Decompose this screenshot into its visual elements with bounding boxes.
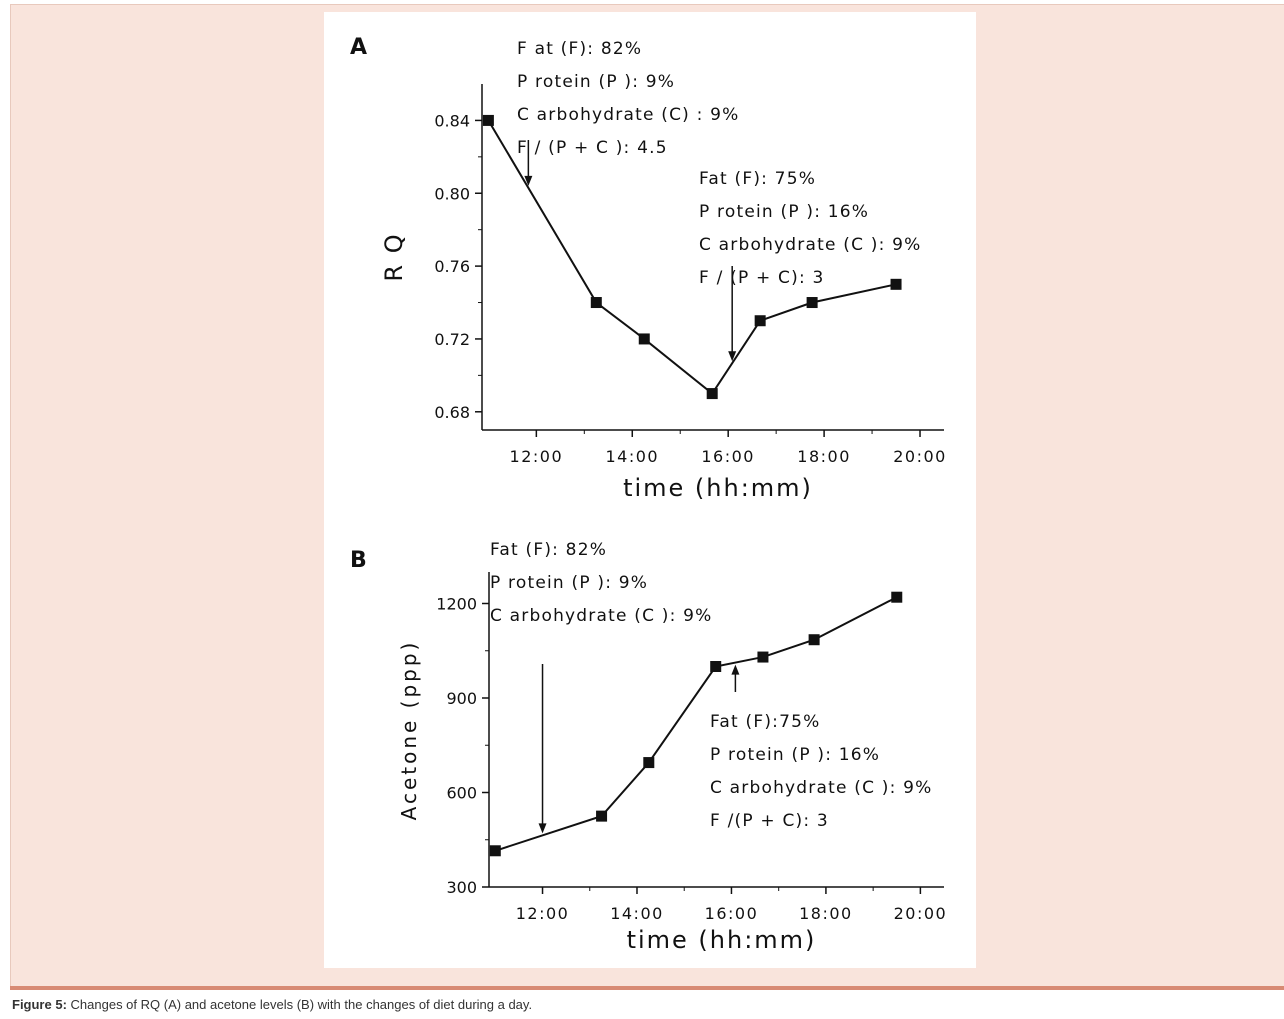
- panel-label-B: B: [350, 548, 367, 573]
- x-tick-label: 16:00: [701, 447, 755, 466]
- y-tick-label: 0.68: [434, 403, 470, 422]
- figure-caption: Figure 5: Changes of RQ (A) and acetone …: [12, 997, 532, 1012]
- annotation-arrowhead: [728, 351, 737, 362]
- annotation-line: F / (P + C): 3: [699, 268, 825, 288]
- x-tick-label: 18:00: [797, 447, 851, 466]
- data-point: [638, 333, 650, 345]
- data-point: [754, 315, 766, 327]
- y-tick-label: 900: [446, 689, 477, 708]
- y-axis-title: R Q: [380, 232, 408, 281]
- annotation-line: P rotein (P ): 16%: [710, 745, 880, 765]
- caption-label: Figure 5:: [12, 997, 67, 1012]
- data-point: [891, 591, 903, 603]
- y-axis-title: Acetone (ppp): [397, 640, 421, 821]
- annotation-line: C arbohydrate (C) : 9%: [517, 105, 739, 125]
- panel-label-A: A: [350, 35, 367, 60]
- x-axis-title: time (hh:mm): [623, 474, 813, 502]
- y-tick-label: 0.80: [434, 184, 470, 203]
- y-tick-label: 0.76: [434, 257, 470, 276]
- annotation-line: C arbohydrate (C ): 9%: [710, 778, 932, 798]
- x-axis-title: time (hh:mm): [627, 926, 817, 954]
- x-tick-label: 20:00: [894, 904, 948, 923]
- series-line: [494, 596, 898, 852]
- panel-bottom-rule: [10, 986, 1284, 990]
- data-point: [590, 297, 602, 309]
- x-tick-label: 14:00: [610, 904, 664, 923]
- data-point: [710, 661, 722, 672]
- data-point: [806, 297, 818, 309]
- data-point: [890, 278, 902, 290]
- data-point: [489, 845, 501, 857]
- annotation-line: C arbohydrate (C ): 9%: [699, 235, 921, 255]
- data-point: [596, 810, 608, 822]
- annotation-line: Fat (F): 82%: [490, 540, 607, 560]
- data-point: [757, 651, 769, 663]
- y-tick-label: 600: [446, 784, 477, 803]
- caption-text: Changes of RQ (A) and acetone levels (B)…: [70, 997, 533, 1012]
- y-tick-label: 1200: [436, 595, 477, 614]
- y-tick-label: 0.72: [434, 330, 470, 349]
- annotation-arrowhead: [524, 175, 533, 186]
- annotation-line: P rotein (P ): 16%: [699, 202, 869, 222]
- x-tick-label: 12:00: [510, 447, 564, 466]
- y-tick-label: 0.84: [434, 111, 470, 130]
- annotation-line: Fat (F):75%: [710, 712, 820, 732]
- annotation-line: F / (P + C ): 4.5: [517, 138, 668, 158]
- annotation-line: F /(P + C): 3: [710, 811, 829, 831]
- annotation-line: P rotein (P ): 9%: [517, 72, 675, 92]
- data-point: [706, 388, 718, 400]
- x-tick-label: 12:00: [516, 904, 570, 923]
- annotation-line: F at (F): 82%: [517, 39, 642, 59]
- data-point: [808, 634, 820, 646]
- series-line: [487, 119, 897, 396]
- annotation-line: C arbohydrate (C ): 9%: [490, 606, 712, 626]
- annotation-arrowhead: [538, 823, 547, 834]
- figure-chart: A 0.68 0.72 0.76 0.80 0.84 12:00 14:00 16:00 18:0…: [350, 35, 948, 954]
- x-tick-label: 16:00: [705, 904, 759, 923]
- annotation-arrowhead: [731, 664, 740, 675]
- x-tick-label: 14:00: [605, 447, 659, 466]
- data-point: [643, 757, 655, 769]
- data-point: [482, 114, 494, 126]
- y-tick-label: 300: [446, 878, 477, 897]
- annotation-line: P rotein (P ): 9%: [490, 573, 648, 593]
- figure-card: A 0.68 0.72 0.76 0.80 0.84 12:00 14:00 16:00 18:0…: [324, 12, 976, 968]
- annotation-line: Fat (F): 75%: [699, 169, 816, 189]
- x-tick-label: 20:00: [893, 447, 947, 466]
- x-tick-label: 18:00: [799, 904, 853, 923]
